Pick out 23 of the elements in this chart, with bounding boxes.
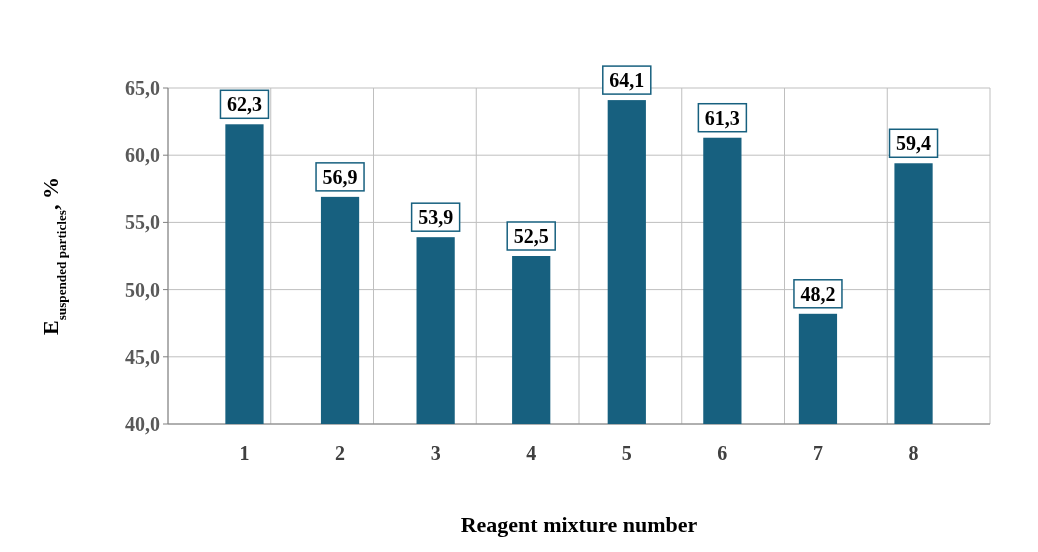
x-tick-label: 8 bbox=[908, 442, 919, 464]
data-label: 53,9 bbox=[418, 206, 454, 229]
y-tick-label: 55,0 bbox=[125, 211, 160, 234]
y-tick-label: 65,0 bbox=[125, 77, 160, 99]
x-tick-label: 2 bbox=[335, 442, 346, 464]
y-tick-label: 60,0 bbox=[125, 144, 160, 167]
data-label: 56,9 bbox=[322, 165, 358, 188]
x-axis-title: Reagent mixture number bbox=[460, 512, 698, 537]
x-tick-label: 1 bbox=[239, 442, 250, 464]
data-label: 64,1 bbox=[609, 69, 645, 92]
data-label: 61,3 bbox=[704, 106, 740, 129]
data-label: 59,4 bbox=[896, 132, 932, 155]
x-tick-label: 3 bbox=[430, 442, 441, 464]
x-tick-label: 7 bbox=[812, 442, 823, 464]
y-tick-label: 50,0 bbox=[125, 278, 160, 301]
x-tick-label: 5 bbox=[621, 442, 632, 464]
data-label: 62,3 bbox=[226, 93, 262, 116]
x-tick-label: 4 bbox=[526, 442, 537, 464]
data-label: 52,5 bbox=[513, 225, 549, 247]
data-label: 48,2 bbox=[800, 282, 836, 305]
y-tick-label: 40,0 bbox=[125, 413, 160, 435]
y-tick-label: 45,0 bbox=[125, 345, 160, 368]
x-tick-label: 6 bbox=[717, 442, 728, 464]
